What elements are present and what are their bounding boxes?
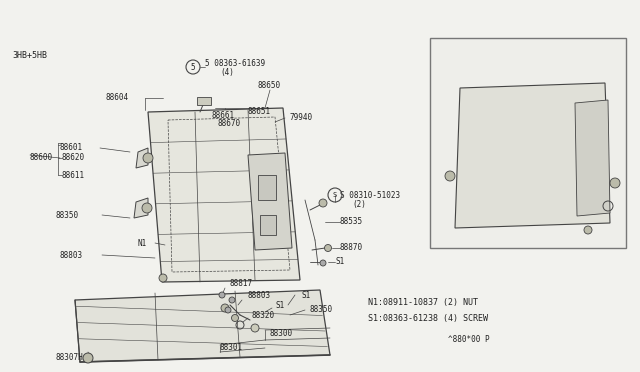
Circle shape [251,324,259,332]
Circle shape [445,171,455,181]
Circle shape [232,314,239,321]
Text: 88307H: 88307H [55,353,83,362]
Text: 88611: 88611 [62,170,85,180]
Text: 88803: 88803 [60,250,83,260]
Text: 88803: 88803 [247,292,270,301]
Text: 5 08363-61639: 5 08363-61639 [205,60,265,68]
Circle shape [225,307,231,313]
Text: 88301: 88301 [220,343,243,353]
Polygon shape [455,83,610,228]
Text: S1:08363-61238 (4) SCREW: S1:08363-61238 (4) SCREW [368,314,488,323]
Text: 88350: 88350 [310,305,333,314]
Text: 3HB>DX: 3HB>DX [435,45,463,55]
Text: 88300: 88300 [270,328,293,337]
Polygon shape [75,290,330,362]
Text: 88320: 88320 [252,311,275,320]
Text: 88600: 88600 [30,154,53,163]
Text: 79940: 79940 [290,113,313,122]
Text: 88535: 88535 [340,218,363,227]
Text: 88670: 88670 [218,119,241,128]
Text: ^880*00 P: ^880*00 P [448,336,490,344]
Text: S1: S1 [335,257,344,266]
Text: 88650: 88650 [257,80,280,90]
Polygon shape [136,148,148,168]
Polygon shape [134,198,148,218]
Text: (4): (4) [220,68,234,77]
Text: 88611: 88611 [488,86,511,94]
Circle shape [83,353,93,363]
Text: 88606E: 88606E [578,231,605,241]
Text: 88620: 88620 [62,154,85,163]
Text: 88601: 88601 [560,86,583,94]
Text: S: S [333,192,337,198]
Text: S1: S1 [302,291,311,299]
Text: 5: 5 [191,62,195,71]
Circle shape [229,297,235,303]
Text: N1: N1 [138,238,147,247]
Text: 88601: 88601 [60,144,83,153]
Text: 88350: 88350 [55,211,78,219]
Circle shape [142,203,152,213]
FancyBboxPatch shape [260,215,276,235]
FancyBboxPatch shape [430,38,626,248]
Circle shape [584,226,592,234]
Circle shape [324,244,332,251]
Text: 88600: 88600 [538,55,561,64]
Polygon shape [248,153,292,250]
Text: 88870: 88870 [340,244,363,253]
Text: 88620: 88620 [525,68,548,77]
Circle shape [159,274,167,282]
Text: S1: S1 [275,301,284,310]
Text: N1:08911-10837 (2) NUT: N1:08911-10837 (2) NUT [368,298,478,307]
Text: (2): (2) [352,199,366,208]
Text: 88817: 88817 [230,279,253,288]
Text: S1: S1 [593,151,602,160]
Text: 88651: 88651 [247,108,270,116]
Circle shape [143,153,153,163]
Text: S 08310-51023: S 08310-51023 [340,190,400,199]
Polygon shape [148,108,300,282]
FancyBboxPatch shape [258,175,276,200]
Circle shape [320,260,326,266]
Circle shape [319,199,327,207]
Text: 88661: 88661 [212,110,235,119]
Circle shape [221,304,229,312]
Circle shape [610,178,620,188]
Text: 3HB+5HB: 3HB+5HB [12,51,47,61]
Circle shape [219,292,225,298]
Polygon shape [575,100,610,216]
Text: 88604: 88604 [105,93,128,103]
FancyBboxPatch shape [197,97,211,105]
